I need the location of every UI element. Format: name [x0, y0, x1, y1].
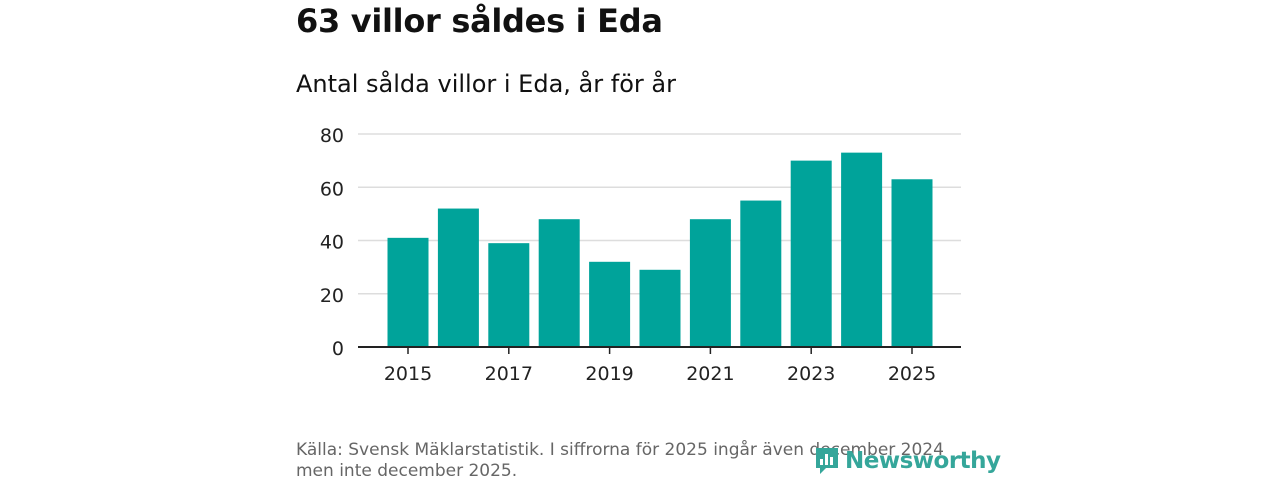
- bar-2015: [387, 237, 429, 347]
- y-tick-label-0: 0: [332, 338, 344, 360]
- bar-2024: [841, 152, 883, 347]
- source-note-line-1: Källa: Svensk Mäklarstatistik. I siffror…: [296, 440, 944, 460]
- x-tick-label-2015: 2015: [384, 363, 432, 385]
- x-tick-label-2021: 2021: [686, 363, 734, 385]
- y-tick-label-40: 40: [320, 232, 344, 254]
- x-tick-label-2025: 2025: [888, 363, 936, 385]
- source-note-line-2: men inte december 2025.: [296, 461, 518, 481]
- y-tick-label-20: 20: [320, 285, 344, 307]
- chart-subtitle: Antal sålda villor i Eda, år för år: [296, 70, 676, 98]
- bar-2017: [488, 243, 530, 347]
- x-tick-label-2023: 2023: [787, 363, 835, 385]
- bar-2018: [538, 219, 580, 347]
- brand-logo: Newsworthy: [814, 446, 1001, 476]
- bar-2019: [589, 261, 631, 347]
- chart-title: 63 villor såldes i Eda: [296, 2, 663, 40]
- bar-2023: [790, 160, 832, 347]
- bar-chart-speech-bubble-icon: [816, 448, 838, 474]
- bar-chart: 0 20 40 60 80 2015 2017 2019 2021 2023 2025: [320, 125, 961, 385]
- bar-2020: [639, 269, 681, 347]
- x-tick-label-2019: 2019: [585, 363, 633, 385]
- bar-2021: [689, 219, 731, 347]
- x-tick-label-2017: 2017: [485, 363, 533, 385]
- source-note: Källa: Svensk Mäklarstatistik. I siffror…: [296, 440, 996, 482]
- bar-2025: [891, 179, 933, 347]
- bar-2016: [437, 208, 479, 347]
- y-tick-label-80: 80: [320, 125, 344, 147]
- bar-2022: [740, 200, 782, 347]
- brand-name: Newsworthy: [845, 448, 1001, 474]
- y-tick-label-60: 60: [320, 178, 344, 200]
